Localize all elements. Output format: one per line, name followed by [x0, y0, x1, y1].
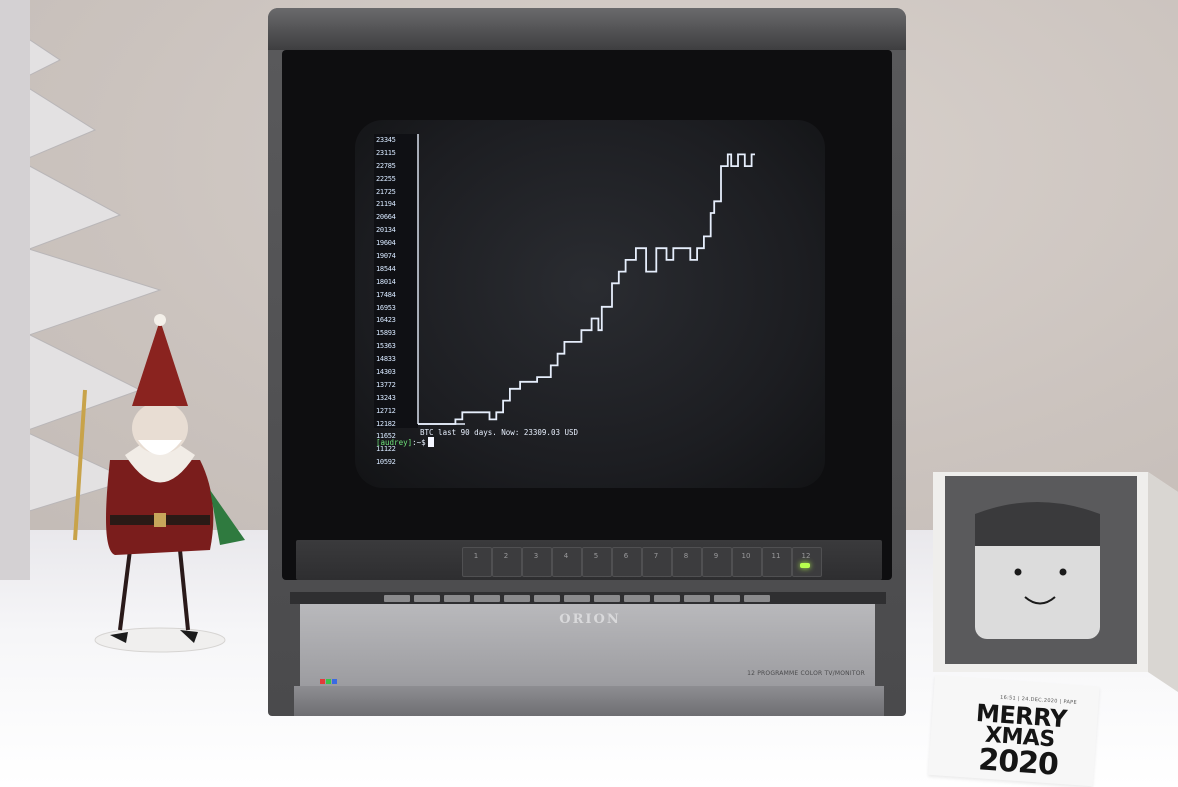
price-axis-label: 11122	[376, 445, 396, 454]
price-axis-label: 10592	[376, 458, 396, 467]
channel-button-label: 10	[741, 552, 751, 560]
btc-price-chart	[417, 134, 755, 425]
channel-button-label: 2	[503, 552, 509, 560]
price-axis-label: 20134	[376, 226, 396, 235]
price-axis-label: 23115	[376, 148, 396, 157]
price-axis-label: 16423	[376, 316, 396, 325]
price-axis-label: 22785	[376, 161, 396, 170]
front-key[interactable]	[654, 595, 680, 602]
price-axis-label: 14303	[376, 368, 396, 377]
price-axis-label: 22255	[376, 174, 396, 183]
terminal-prompt[interactable]: [audrey]:~$	[376, 437, 434, 447]
tv-base	[294, 686, 884, 716]
front-key[interactable]	[444, 595, 470, 602]
price-axis-label: 21194	[376, 200, 396, 209]
channel-button-label: 11	[771, 552, 781, 560]
price-axis-label: 17484	[376, 290, 396, 299]
tv-top	[268, 8, 906, 50]
price-axis-label: 11652	[376, 432, 396, 441]
channel-button-6[interactable]	[612, 547, 642, 577]
price-axis-label: 15363	[376, 342, 396, 351]
front-key[interactable]	[624, 595, 650, 602]
channel-button-10[interactable]	[732, 547, 762, 577]
channel-button-label: 6	[623, 552, 629, 560]
price-axis-label: 15893	[376, 329, 396, 338]
model-label: 12 PROGRAMME COLOR TV/MONITOR	[747, 670, 865, 677]
price-axis-label: 16953	[376, 303, 396, 312]
channel-button-8[interactable]	[672, 547, 702, 577]
price-axis-label: 13243	[376, 393, 396, 402]
channel-button-label: 5	[593, 552, 599, 560]
price-axis-label: 19604	[376, 239, 396, 248]
crt-screen	[355, 120, 825, 488]
thermal-printer	[933, 472, 1178, 692]
front-panel	[300, 604, 875, 686]
front-key[interactable]	[594, 595, 620, 602]
channel-button-5[interactable]	[582, 547, 612, 577]
terminal-status-line: BTC last 90 days. Now: 23309.03 USD	[420, 428, 579, 437]
channel-button-label: 3	[533, 552, 539, 560]
channel-button-label: 4	[563, 552, 569, 560]
prompt-separator: :	[412, 438, 417, 447]
price-axis-label: 23345	[376, 136, 396, 144]
price-axis-label: 12712	[376, 406, 396, 415]
front-key[interactable]	[744, 595, 770, 602]
front-key[interactable]	[684, 595, 710, 602]
btc-price-line	[418, 153, 755, 425]
channel-button-4[interactable]	[552, 547, 582, 577]
paper-tree	[0, 0, 162, 580]
channel-button-label: 7	[653, 552, 659, 560]
prompt-user: [audrey]	[376, 438, 413, 447]
rgb-logo	[320, 669, 338, 688]
front-key[interactable]	[714, 595, 740, 602]
channel-button-3[interactable]	[522, 547, 552, 577]
channel-button-12[interactable]	[792, 547, 822, 577]
front-key[interactable]	[414, 595, 440, 602]
channel-button-1[interactable]	[462, 547, 492, 577]
front-key[interactable]	[564, 595, 590, 602]
price-axis-label: 18544	[376, 264, 396, 273]
price-axis-label: 19074	[376, 252, 396, 261]
channel-button-7[interactable]	[642, 547, 672, 577]
channel-button-2[interactable]	[492, 547, 522, 577]
channel-button-label: 12	[801, 552, 811, 560]
front-key[interactable]	[504, 595, 530, 602]
santa-figurine	[73, 314, 245, 653]
price-axis-labels: 23345 23115 22785 22255 21725 21194 20664 20134…	[374, 134, 418, 466]
brand-logo: ORION	[559, 612, 621, 627]
channel-button-9[interactable]	[702, 547, 732, 577]
prompt-path: ~$	[416, 438, 426, 447]
text-cursor	[427, 437, 434, 447]
price-axis-label: 18014	[376, 277, 396, 286]
price-axis-label: 13772	[376, 380, 396, 389]
front-key[interactable]	[534, 595, 560, 602]
channel-button-label: 8	[683, 552, 689, 560]
channel-button-label: 9	[713, 552, 719, 560]
printed-receipt: 16:51 | 24.DEC.2020 | PAPE MERRY XMAS 20…	[928, 675, 1100, 787]
price-axis-label: 12182	[376, 419, 396, 428]
front-key[interactable]	[474, 595, 500, 602]
channel-button-label: 1	[473, 552, 479, 560]
front-key[interactable]	[384, 595, 410, 602]
channel-button-11[interactable]	[762, 547, 792, 577]
price-axis-label: 14833	[376, 355, 396, 364]
power-led	[800, 563, 810, 568]
price-axis-label: 20664	[376, 213, 396, 222]
price-axis-label: 21725	[376, 187, 396, 196]
receipt-message: MERRY XMAS 2020	[942, 699, 1097, 782]
